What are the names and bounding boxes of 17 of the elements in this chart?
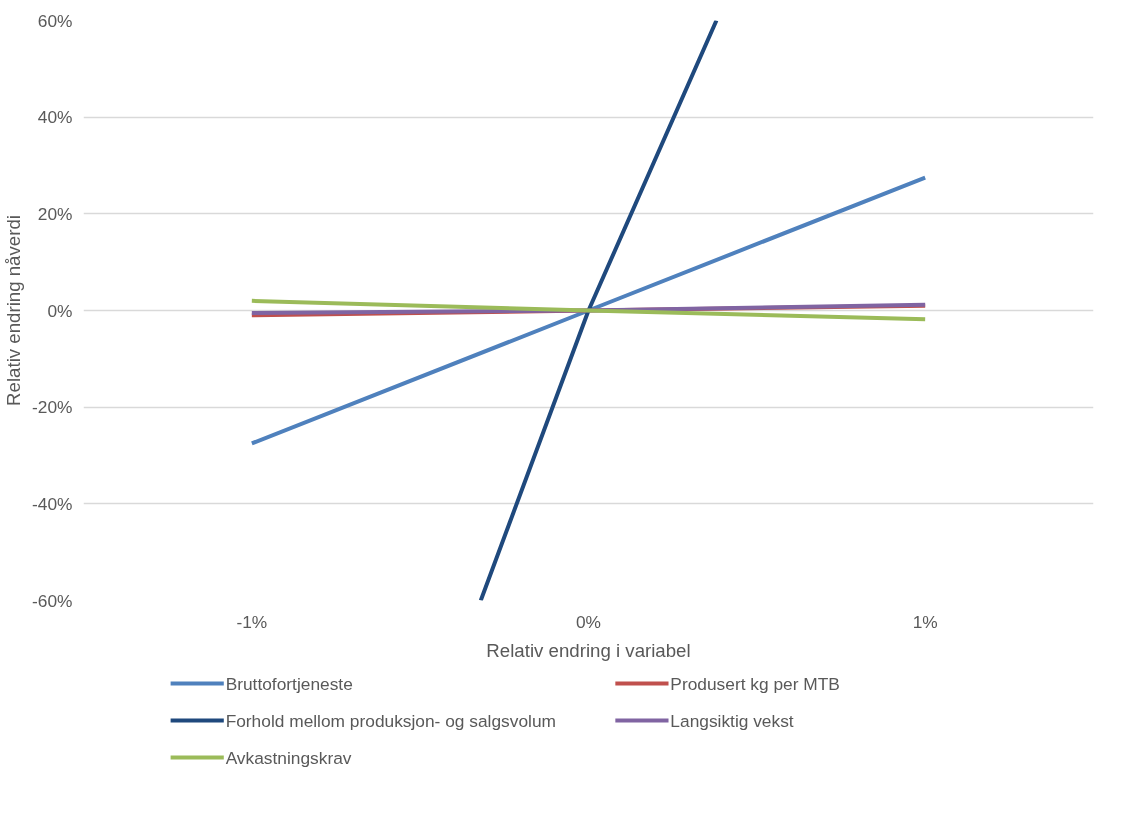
y-tick-label: 40% [37, 107, 73, 128]
y-tick-label: 0% [47, 300, 73, 321]
y-tick-label: 20% [37, 203, 73, 224]
x-tick-label: 0% [575, 611, 602, 632]
x-tick-label: 1% [912, 611, 938, 632]
legend-label: Langsiktig vekst [670, 710, 794, 731]
x-tick-label: -1% [236, 611, 268, 632]
y-tick-label: -60% [32, 590, 73, 611]
legend-label: Bruttofortjeneste [225, 673, 353, 694]
legend-label: Avkastningskrav [225, 747, 352, 768]
y-tick-label: -20% [32, 397, 73, 418]
legend-label: Forhold mellom produksjon- og salgsvolum [225, 710, 556, 731]
y-tick-label: 60% [37, 10, 73, 31]
y-axis-title: Relativ endring nåverdi [3, 215, 25, 406]
x-axis-title: Relativ endring i variabel [486, 639, 691, 661]
legend-label: Produsert kg per MTB [670, 673, 840, 694]
y-tick-label: -40% [32, 493, 73, 514]
